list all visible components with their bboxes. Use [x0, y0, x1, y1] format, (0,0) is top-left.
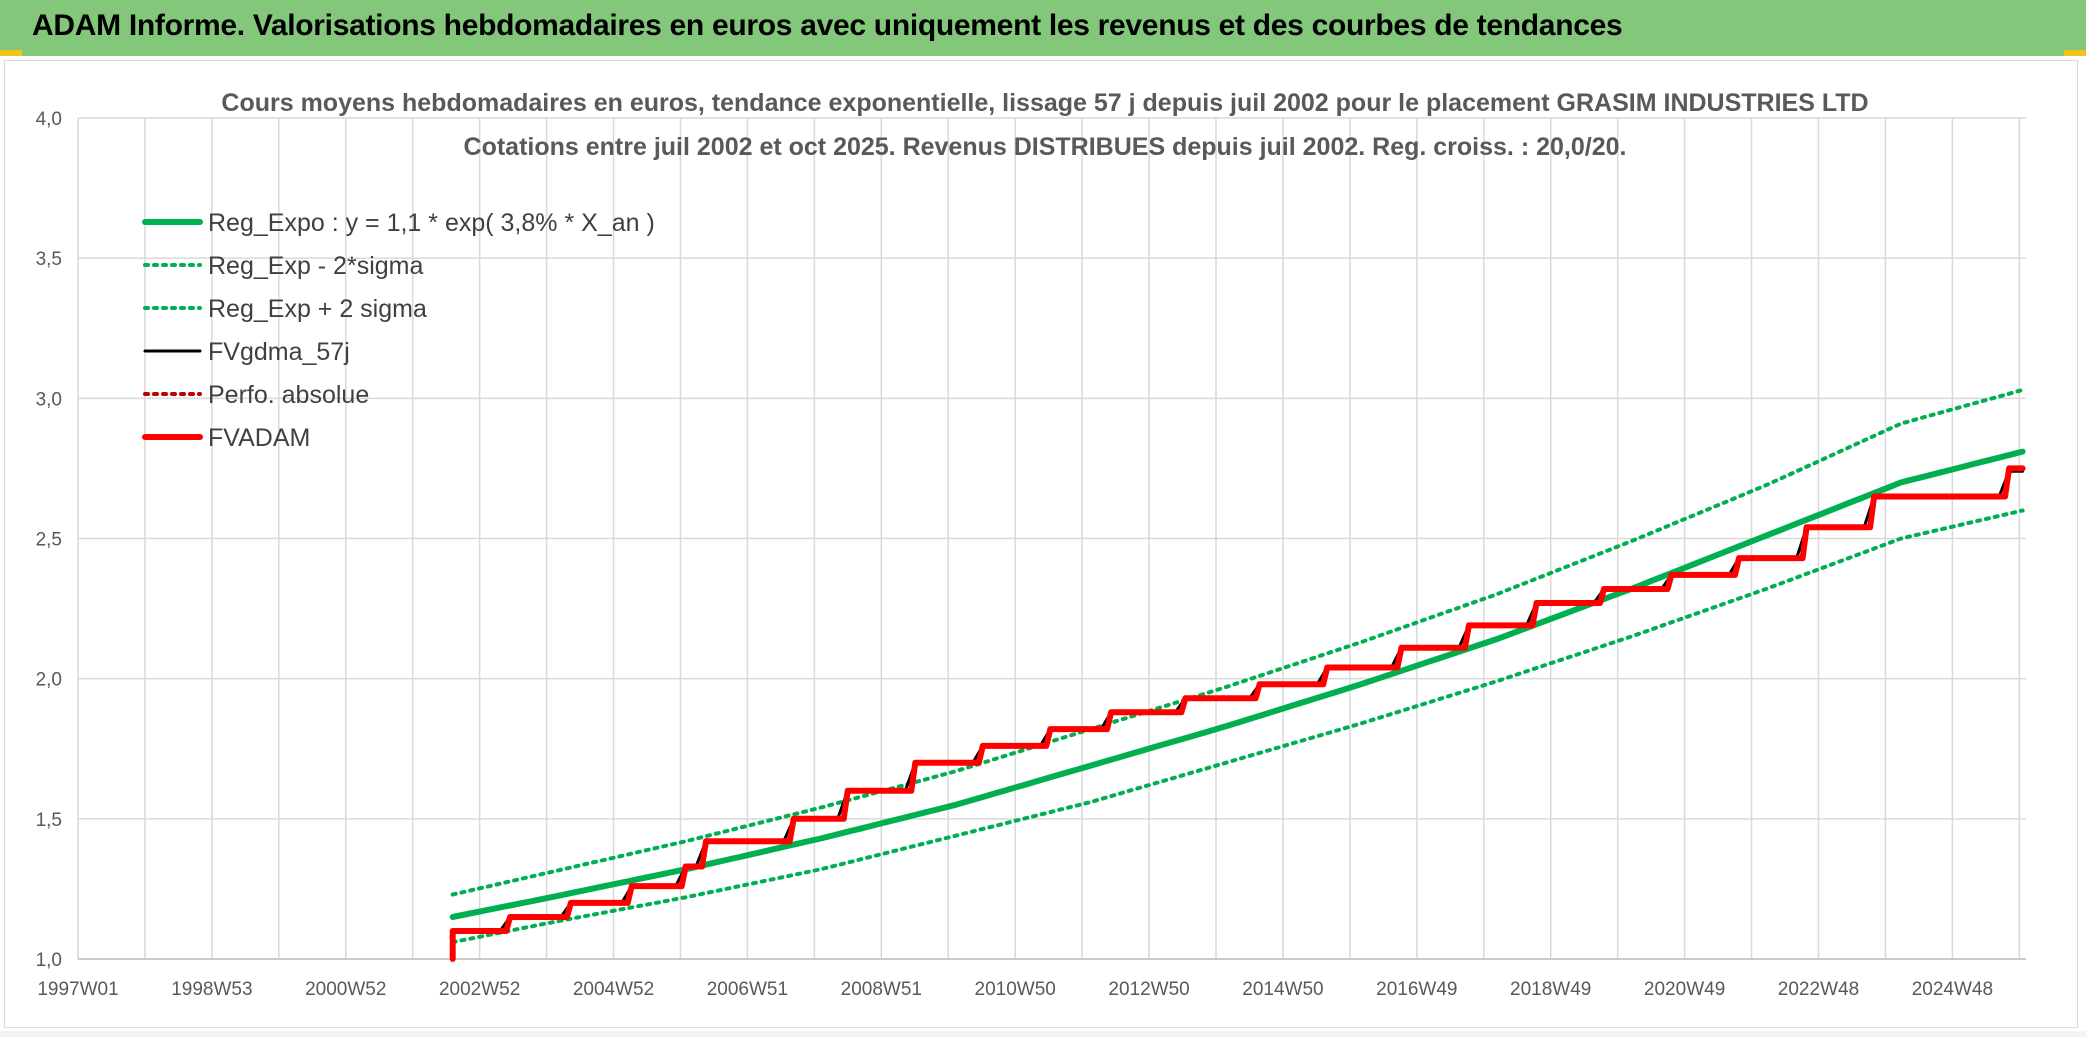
legend-label: Reg_Exp - 2*sigma — [208, 252, 423, 280]
y-tick-label: 2,0 — [36, 670, 62, 691]
chart-grid — [77, 117, 2026, 960]
chart-legend: Reg_Expo : y = 1,1 * exp( 3,8% * X_an ) R… — [142, 209, 655, 452]
header-accent-right — [2064, 50, 2086, 56]
x-tick-label: 2004W52 — [573, 979, 654, 1000]
y-tick-label: 1,5 — [36, 810, 62, 831]
chart-subtitle: Cotations entre juil 2002 et oct 2025. R… — [464, 133, 1627, 161]
y-tick-label: 1,0 — [36, 950, 62, 971]
y-tick-label: 3,0 — [36, 389, 62, 410]
x-tick-label: 2010W50 — [975, 979, 1056, 1000]
report-header-bar — [0, 0, 2086, 56]
x-tick-label: 2008W51 — [841, 979, 922, 1000]
series-line-fvadam — [449, 465, 2026, 962]
x-tick-label: 2000W52 — [305, 979, 386, 1000]
x-tick-label: 2020W49 — [1644, 979, 1725, 1000]
x-tick-label: 2018W49 — [1510, 979, 1591, 1000]
y-tick-label: 4,0 — [36, 109, 62, 130]
legend-label: FVgdma_57j — [208, 338, 350, 366]
x-tick-label: 2016W49 — [1376, 979, 1457, 1000]
x-tick-label: 1997W01 — [37, 979, 118, 1000]
x-tick-label: 1998W53 — [171, 979, 252, 1000]
legend-label: FVADAM — [208, 424, 310, 452]
chart-title: Cours moyens hebdomadaires en euros, ten… — [221, 89, 1868, 117]
x-tick-label: 2012W50 — [1108, 979, 1189, 1000]
x-tick-label: 2006W51 — [707, 979, 788, 1000]
chart-series — [449, 387, 2026, 962]
header-accent-left — [0, 50, 22, 56]
y-axis-ticks: 1,0 1,5 2,0 2,5 3,0 3,5 4,0 — [36, 109, 62, 971]
chart-frame — [4, 60, 2078, 1028]
x-tick-label: 2002W52 — [439, 979, 520, 1000]
legend-label: Reg_Exp + 2 sigma — [208, 295, 427, 323]
y-tick-label: 2,5 — [36, 530, 62, 551]
x-axis-ticks: 1997W01 1998W53 2000W52 2002W52 2004W52 2006W… — [37, 979, 1993, 1000]
legend-label: Perfo. absolue — [208, 381, 369, 409]
series-line-regexp — [450, 508, 2025, 945]
legend-label: Reg_Expo : y = 1,1 * exp( 3,8% * X_an ) — [208, 209, 655, 237]
x-tick-label: 2014W50 — [1242, 979, 1323, 1000]
x-tick-label: 2024W48 — [1912, 979, 1993, 1000]
y-tick-label: 3,5 — [36, 249, 62, 270]
series-line-fvgdma57j — [451, 469, 2025, 961]
series-line-regexp — [450, 387, 2025, 897]
report-title: ADAM Informe. Valorisations hebdomadaire… — [32, 9, 1623, 42]
x-tick-label: 2022W48 — [1778, 979, 1859, 1000]
bottom-strip — [0, 1031, 2086, 1037]
